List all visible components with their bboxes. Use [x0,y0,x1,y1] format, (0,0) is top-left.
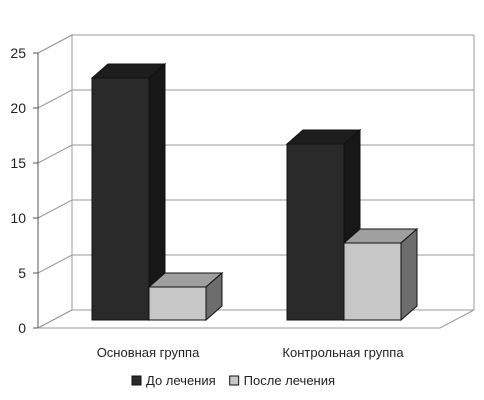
bar-side [400,227,418,322]
category-labels: Основная группа Контрольная группа [97,345,405,360]
bar-front [286,143,345,321]
legend-label: До лечения [146,373,216,388]
y-tick-label: 0 [18,320,26,336]
y-tick-label: 5 [18,265,26,281]
legend-swatch [229,375,240,386]
gridline-side [37,89,73,109]
gridline-side [37,199,73,219]
legend-swatch [131,375,142,386]
category-label: Контрольная группа [282,345,404,360]
y-axis [33,52,39,329]
gridline-side [37,34,73,54]
side-wall [37,34,73,329]
bar [90,62,167,322]
bar [342,227,419,322]
bar-front [148,286,207,321]
bar-side [205,271,223,322]
y-tick-label: 15 [10,155,26,171]
floor-edge [38,309,475,329]
y-tick-label: 25 [10,45,26,61]
bar [147,271,224,322]
category-label: Основная группа [97,345,200,360]
gridline-side [37,144,73,164]
bar-front [91,77,150,321]
y-tick-label: 10 [10,210,26,226]
y-tick-label: 20 [10,100,26,116]
legend: До лечения После лечения [131,373,335,388]
bars [90,62,419,322]
bar-front [343,242,402,321]
gridline-side [37,309,73,329]
gridline-side [37,254,73,274]
legend-label: После лечения [244,373,335,388]
y-tick-labels: 0 5 10 15 20 25 [10,45,26,336]
